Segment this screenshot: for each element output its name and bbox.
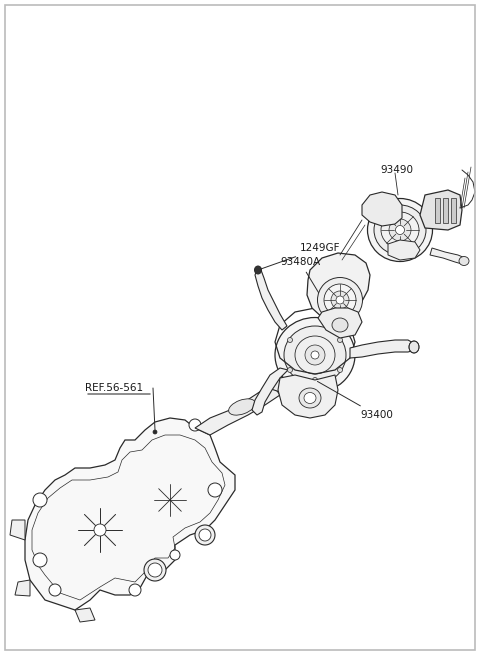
Polygon shape [252, 368, 288, 415]
Ellipse shape [94, 524, 106, 536]
Polygon shape [362, 192, 402, 226]
Ellipse shape [170, 550, 180, 560]
Polygon shape [255, 270, 287, 330]
Ellipse shape [153, 430, 157, 434]
Ellipse shape [280, 375, 294, 389]
Ellipse shape [389, 219, 411, 241]
Ellipse shape [337, 367, 343, 373]
Polygon shape [318, 308, 362, 338]
Ellipse shape [312, 377, 317, 383]
Ellipse shape [311, 351, 319, 359]
Ellipse shape [299, 388, 321, 408]
Ellipse shape [317, 278, 362, 322]
Ellipse shape [148, 563, 162, 577]
Ellipse shape [459, 257, 469, 265]
Ellipse shape [199, 529, 211, 541]
Ellipse shape [324, 284, 356, 316]
Ellipse shape [284, 326, 346, 384]
Polygon shape [75, 608, 95, 622]
Ellipse shape [275, 318, 355, 392]
Polygon shape [268, 370, 305, 392]
Text: REF.56-561: REF.56-561 [85, 383, 143, 393]
Polygon shape [25, 418, 235, 610]
Polygon shape [451, 198, 456, 223]
Ellipse shape [337, 337, 343, 343]
Ellipse shape [368, 198, 432, 261]
Polygon shape [15, 580, 30, 596]
Polygon shape [443, 198, 448, 223]
Ellipse shape [228, 399, 255, 415]
Ellipse shape [129, 584, 141, 596]
Polygon shape [307, 253, 370, 325]
Polygon shape [435, 198, 440, 223]
Ellipse shape [33, 553, 47, 567]
Text: 93400: 93400 [317, 381, 393, 420]
Ellipse shape [33, 493, 47, 507]
Ellipse shape [295, 336, 335, 374]
Text: 93490: 93490 [380, 165, 413, 175]
Ellipse shape [189, 419, 201, 431]
Ellipse shape [208, 483, 222, 497]
Ellipse shape [336, 296, 344, 304]
Polygon shape [278, 375, 338, 418]
Ellipse shape [49, 584, 61, 596]
Ellipse shape [331, 291, 349, 309]
Ellipse shape [332, 318, 348, 332]
Polygon shape [420, 190, 462, 230]
Polygon shape [388, 240, 420, 260]
Ellipse shape [304, 392, 316, 403]
Ellipse shape [409, 341, 419, 353]
Ellipse shape [381, 212, 419, 248]
Ellipse shape [374, 205, 426, 255]
Ellipse shape [144, 559, 166, 581]
Ellipse shape [195, 525, 215, 545]
Polygon shape [195, 385, 280, 435]
Text: 93480A: 93480A [280, 257, 320, 293]
Ellipse shape [396, 225, 405, 234]
Polygon shape [430, 248, 465, 264]
Ellipse shape [288, 367, 292, 373]
Ellipse shape [305, 345, 325, 365]
Polygon shape [10, 520, 25, 540]
Ellipse shape [288, 337, 292, 343]
Polygon shape [350, 340, 415, 358]
Text: 1249GF: 1249GF [261, 243, 340, 269]
Ellipse shape [254, 266, 262, 274]
